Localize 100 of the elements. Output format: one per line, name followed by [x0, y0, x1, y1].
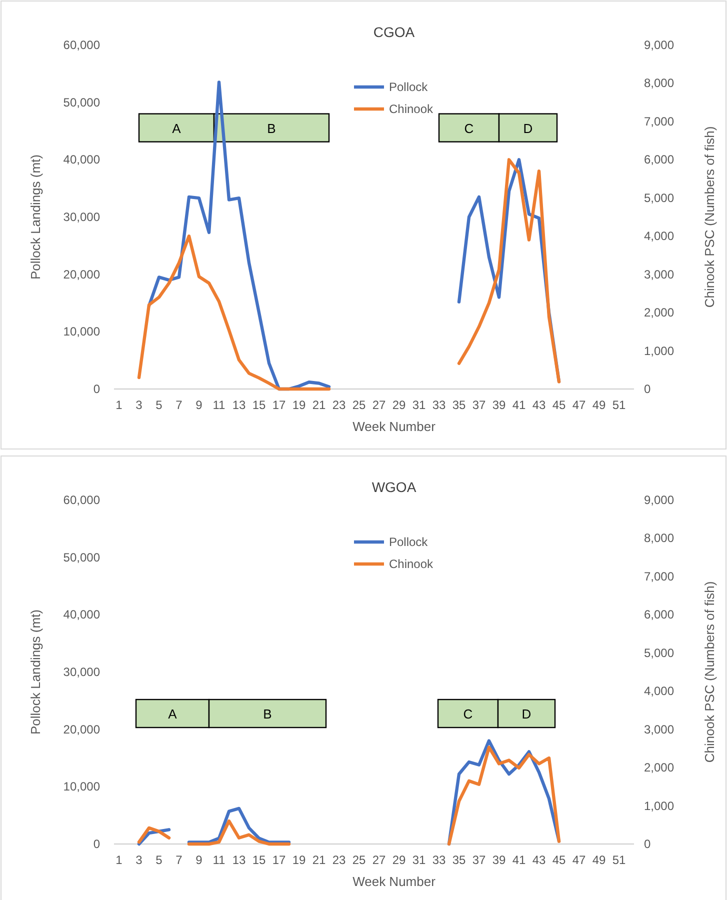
x-tick-label: 47 [572, 853, 586, 867]
y-tick-label: 40,000 [63, 152, 100, 167]
y-tick-label: 20,000 [63, 267, 100, 282]
legend-label: Chinook [389, 102, 434, 116]
band-label: A [172, 120, 182, 136]
y-tick-label: 10,000 [63, 780, 100, 794]
y2-tick-label: 7,000 [644, 569, 674, 584]
y-tick-label: 60,000 [63, 38, 100, 52]
legend-label: Chinook [389, 557, 434, 571]
x-tick-label: 11 [212, 853, 226, 867]
y2-tick-label: 8,000 [644, 76, 674, 90]
x-tick-label: 21 [312, 398, 326, 412]
x-tick-label: 1 [116, 853, 123, 867]
band-label: B [263, 706, 272, 722]
x-tick-label: 11 [212, 398, 226, 412]
x-tick-label: 25 [352, 398, 366, 412]
x-axis-title: Week Number [352, 874, 436, 889]
x-tick-label: 43 [532, 853, 546, 867]
band-label: A [168, 706, 178, 722]
x-tick-label: 5 [156, 853, 163, 867]
x-tick-label: 51 [612, 398, 626, 412]
y-axis-title: Pollock Landings (mt) [28, 154, 43, 280]
x-tick-label: 47 [572, 398, 586, 412]
x-tick-label: 41 [512, 398, 526, 412]
x-tick-label: 5 [156, 398, 163, 412]
y2-tick-label: 0 [644, 382, 651, 396]
y-tick-label: 30,000 [63, 210, 100, 224]
x-tick-label: 13 [232, 853, 246, 867]
y2-tick-label: 4,000 [644, 229, 674, 244]
y-tick-label: 20,000 [63, 722, 100, 736]
band-label: C [463, 706, 473, 722]
y2-tick-label: 9,000 [644, 38, 674, 52]
x-tick-label: 35 [452, 853, 466, 867]
x-tick-label: 9 [196, 853, 203, 867]
y-tick-label: 40,000 [63, 608, 100, 622]
x-tick-label: 33 [432, 398, 446, 412]
chart-title: CGOA [373, 24, 416, 40]
x-tick-label: 17 [272, 398, 286, 412]
y2-tick-label: 2,000 [644, 760, 674, 775]
y2-tick-label: 5,000 [644, 646, 674, 660]
x-tick-label: 49 [592, 853, 606, 867]
y-tick-label: 60,000 [63, 493, 100, 507]
y2-tick-label: 9,000 [644, 493, 674, 507]
y2-tick-label: 0 [644, 837, 651, 851]
y-tick-label: 0 [93, 837, 100, 851]
x-axis-title: Week Number [352, 419, 436, 434]
y2-tick-label: 1,000 [644, 798, 674, 813]
x-tick-label: 9 [196, 398, 203, 412]
y2-tick-label: 6,000 [644, 152, 674, 167]
band-label: D [522, 706, 532, 722]
y2-tick-label: 3,000 [644, 267, 674, 282]
band-label: C [464, 120, 474, 136]
x-tick-label: 37 [472, 398, 486, 412]
x-tick-label: 39 [492, 853, 506, 867]
y2-tick-label: 3,000 [644, 722, 674, 736]
x-tick-label: 49 [592, 398, 606, 412]
x-tick-label: 29 [392, 398, 406, 412]
x-tick-label: 31 [412, 853, 426, 867]
x-tick-label: 23 [332, 398, 346, 412]
x-tick-label: 35 [452, 398, 466, 412]
x-tick-label: 25 [352, 853, 366, 867]
x-tick-label: 7 [176, 398, 183, 412]
x-tick-label: 13 [232, 398, 246, 412]
x-tick-label: 31 [412, 398, 426, 412]
x-tick-label: 15 [252, 853, 266, 867]
x-tick-label: 3 [136, 853, 143, 867]
y2-tick-label: 8,000 [644, 531, 674, 546]
x-tick-label: 7 [176, 853, 183, 867]
x-tick-label: 27 [372, 398, 386, 412]
legend-label: Pollock [389, 535, 429, 549]
x-tick-label: 15 [252, 398, 266, 412]
y-tick-label: 50,000 [63, 550, 100, 564]
y2-tick-label: 1,000 [644, 344, 674, 358]
x-tick-label: 51 [612, 853, 626, 867]
x-tick-label: 43 [532, 398, 546, 412]
x-tick-label: 33 [432, 853, 446, 867]
y2-tick-label: 6,000 [644, 608, 674, 622]
x-tick-label: 17 [272, 853, 286, 867]
x-tick-label: 3 [136, 398, 143, 412]
x-tick-label: 19 [292, 853, 306, 867]
x-tick-label: 45 [552, 398, 566, 412]
x-tick-label: 21 [312, 853, 326, 867]
x-tick-label: 29 [392, 853, 406, 867]
y2-tick-label: 7,000 [644, 114, 674, 128]
band-label: B [267, 120, 276, 136]
y2-axis-title: Chinook PSC (Numbers of fish) [702, 581, 717, 763]
y-tick-label: 50,000 [63, 95, 100, 110]
y-axis-title: Pollock Landings (mt) [28, 610, 43, 734]
x-tick-label: 41 [512, 853, 526, 867]
y2-axis-title: Chinook PSC (Numbers of fish) [702, 126, 717, 308]
band-label: D [523, 120, 533, 136]
x-tick-label: 27 [372, 853, 386, 867]
chart-title: WGOA [372, 479, 417, 495]
y2-tick-label: 2,000 [644, 306, 674, 320]
x-tick-label: 37 [472, 853, 486, 867]
x-tick-label: 45 [552, 853, 566, 867]
y2-tick-label: 4,000 [644, 684, 674, 698]
x-tick-label: 1 [116, 398, 123, 412]
y-tick-label: 10,000 [63, 324, 100, 339]
y-tick-label: 0 [93, 382, 100, 396]
